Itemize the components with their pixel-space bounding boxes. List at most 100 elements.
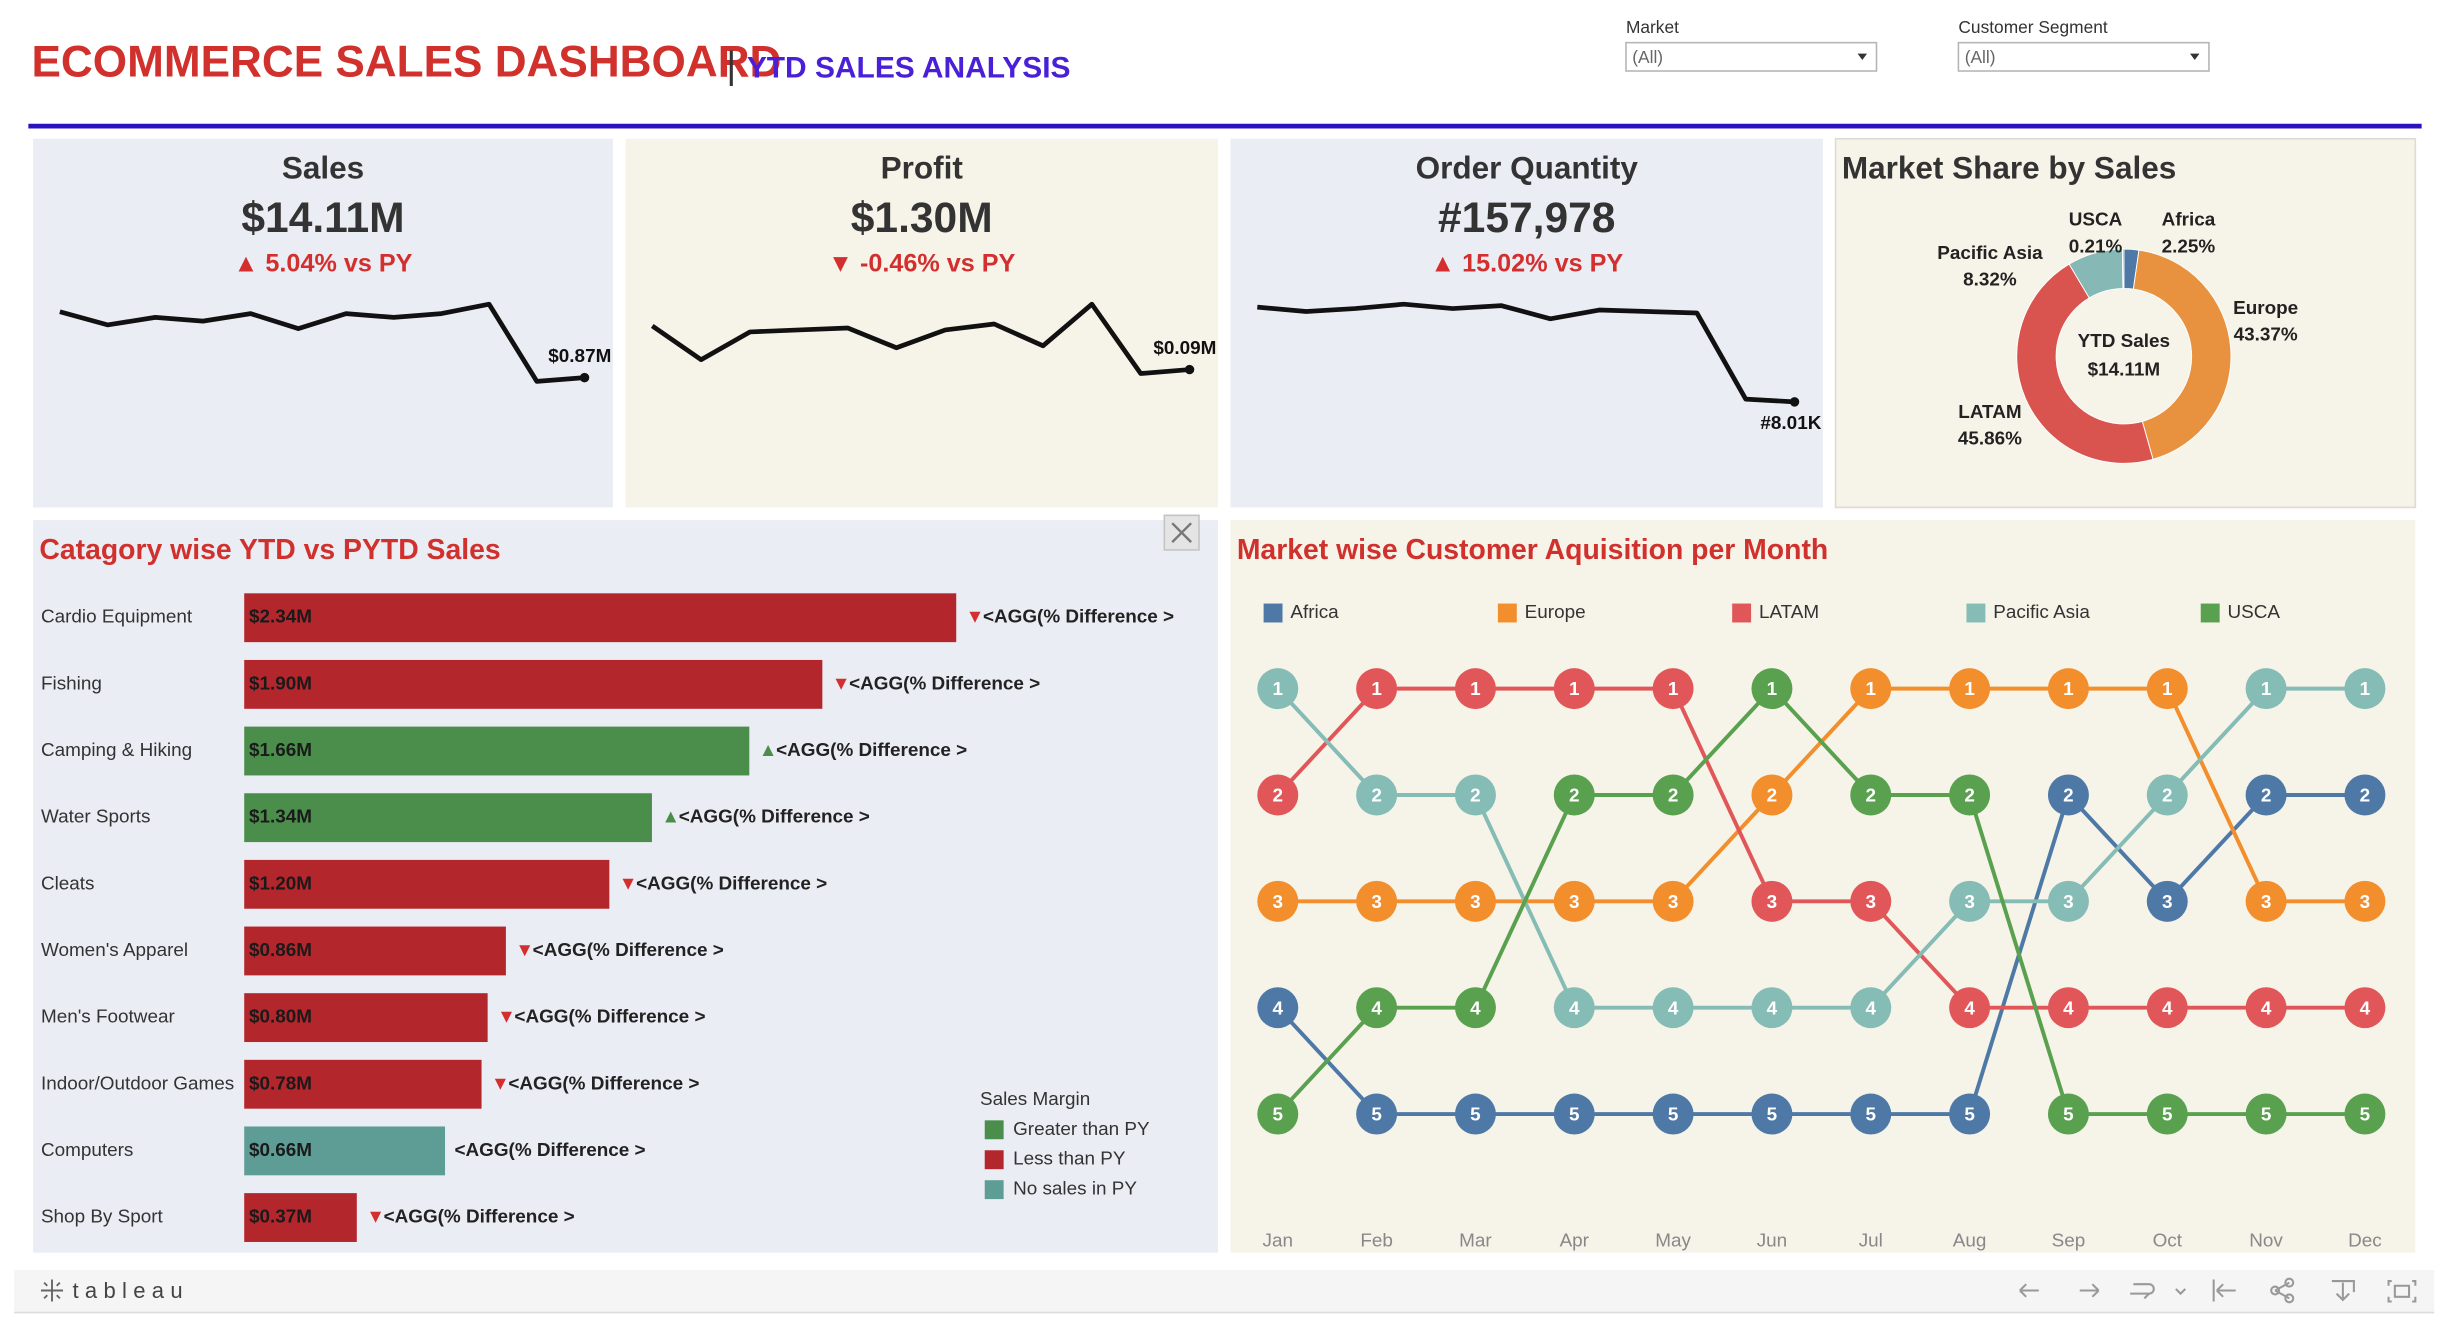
rank-label: 5: [1371, 1105, 1382, 1126]
first-button[interactable]: [2212, 1279, 2236, 1302]
rank-label: 3: [1273, 892, 1284, 913]
dropdown-box[interactable]: [1625, 41, 1878, 72]
rank-node: [1356, 774, 1398, 816]
difference-annotation: <AGG(% Difference >: [776, 740, 967, 761]
close-button[interactable]: [1163, 514, 1200, 551]
rank-label: 5: [1569, 1105, 1580, 1126]
redo-button[interactable]: [2079, 1283, 2100, 1298]
rank-label: 3: [2063, 892, 2074, 913]
download-button[interactable]: [2331, 1280, 2355, 1302]
sparkline-label: #8.01K: [1760, 413, 1821, 434]
slice-value-label: 45.86%: [1958, 429, 2022, 450]
dropdown-value[interactable]: (All): [1632, 47, 1663, 67]
dropdown-arrow[interactable]: [2190, 53, 2200, 60]
bar: [244, 793, 652, 843]
slice-label: Pacific Asia: [1937, 243, 2043, 264]
rank-node: [2245, 1093, 2287, 1135]
difference-indicator: ▼: [966, 607, 985, 628]
rank-node: [1751, 987, 1793, 1029]
rank-label: 5: [2261, 1105, 2272, 1126]
rank-node: [2344, 668, 2386, 710]
dashboard-title: ECOMMERCE SALES DASHBOARD: [32, 37, 782, 86]
difference-annotation: <AGG(% Difference >: [384, 1207, 575, 1228]
filter-dropdown[interactable]: (All): [1625, 41, 1878, 72]
share-button[interactable]: [2274, 1281, 2290, 1300]
x-tick-label: Aug: [1953, 1231, 1987, 1252]
rank-node: [2146, 774, 2188, 816]
rank-node: [2047, 1093, 2089, 1135]
legend-swatch: [1732, 603, 1752, 623]
legend-label: LATAM: [1759, 602, 1819, 623]
chart-title: Catagory wise YTD vs PYTD Sales: [39, 534, 500, 566]
rank-label: 4: [1668, 998, 1679, 1019]
rank-label: 4: [1273, 998, 1284, 1019]
x-tick-label: Jan: [1263, 1231, 1293, 1252]
kpi-change: ▼ -0.46% vs PY: [828, 249, 1016, 277]
rank-node: [1652, 774, 1694, 816]
rank-node: [1356, 668, 1398, 710]
dropdown-value[interactable]: (All): [1965, 47, 1996, 67]
rank-label: 2: [1273, 786, 1284, 807]
bar-value-label: $1.66M: [249, 740, 312, 761]
slice-label: Africa: [2162, 210, 2216, 231]
dropdown-box[interactable]: [1957, 41, 2210, 72]
tableau-logo-icon: [40, 1279, 64, 1302]
share-dot[interactable]: [2284, 1277, 2295, 1288]
rank-node: [1949, 668, 1991, 710]
category-label: Indoor/Outdoor Games: [41, 1073, 234, 1094]
legend-title: Sales Margin: [980, 1089, 1090, 1110]
rank-node: [1949, 880, 1991, 922]
difference-annotation: <AGG(% Difference >: [514, 1007, 705, 1028]
share-dot[interactable]: [2284, 1293, 2295, 1304]
share-dot[interactable]: [2270, 1285, 2281, 1296]
close-box[interactable]: [1163, 514, 1200, 551]
difference-annotation: <AGG(% Difference >: [636, 873, 827, 894]
slice-label: USCA: [2069, 210, 2123, 231]
rank-label: 4: [1371, 998, 1382, 1019]
dashboard-subtitle: YTD SALES ANALYSIS: [747, 51, 1071, 84]
legend-swatch: [1263, 603, 1283, 623]
category-label: Camping & Hiking: [41, 740, 192, 761]
rank-node: [1454, 1093, 1496, 1135]
x-tick-label: Jun: [1757, 1231, 1787, 1252]
revert-menu[interactable]: [2175, 1288, 2187, 1296]
rank-node: [1850, 880, 1892, 922]
revert-button[interactable]: [2130, 1283, 2155, 1300]
category-label: Computers: [41, 1140, 133, 1161]
rank-label: 3: [1964, 892, 1975, 913]
rank-node: [1356, 987, 1398, 1029]
rank-node: [1850, 668, 1892, 710]
dropdown-arrow[interactable]: [1857, 53, 1868, 60]
legend-swatch: [2200, 603, 2220, 623]
rank-label: 5: [1668, 1105, 1679, 1126]
fullscreen-button[interactable]: [2387, 1280, 2417, 1303]
sparkline: [650, 301, 1190, 376]
rank-node: [1751, 880, 1793, 922]
rank-label: 4: [2261, 998, 2272, 1019]
rank-label: 1: [1273, 679, 1284, 700]
undo-button[interactable]: [2019, 1283, 2039, 1298]
rank-node: [2047, 668, 2089, 710]
rank-label: 4: [2162, 998, 2173, 1019]
category-label: Fishing: [41, 673, 102, 694]
rank-node: [1751, 774, 1793, 816]
rank-label: 2: [1964, 786, 1975, 807]
x-tick-label: Sep: [2052, 1231, 2086, 1252]
close-icon[interactable]: [1171, 522, 1192, 543]
bar: [244, 1193, 357, 1242]
slice-value-label: 0.21%: [2069, 236, 2123, 257]
difference-indicator: ▼: [497, 1007, 516, 1028]
rank-node: [1257, 1093, 1299, 1135]
rank-node: [1850, 774, 1892, 816]
filter-label: Market: [1626, 17, 1679, 37]
bar: [244, 726, 750, 776]
rank-label: 1: [2162, 679, 2173, 700]
legend-label: Pacific Asia: [1993, 602, 2090, 623]
rank-node: [1257, 668, 1299, 710]
filter-dropdown[interactable]: (All): [1957, 41, 2210, 72]
difference-indicator: ▼: [366, 1207, 385, 1228]
kpi-change: ▲ 15.02% vs PY: [1430, 249, 1623, 277]
legend-label: Greater than PY: [1013, 1119, 1150, 1140]
bar-value-label: $1.34M: [249, 807, 312, 828]
filter-label: Customer Segment: [1958, 17, 2107, 37]
